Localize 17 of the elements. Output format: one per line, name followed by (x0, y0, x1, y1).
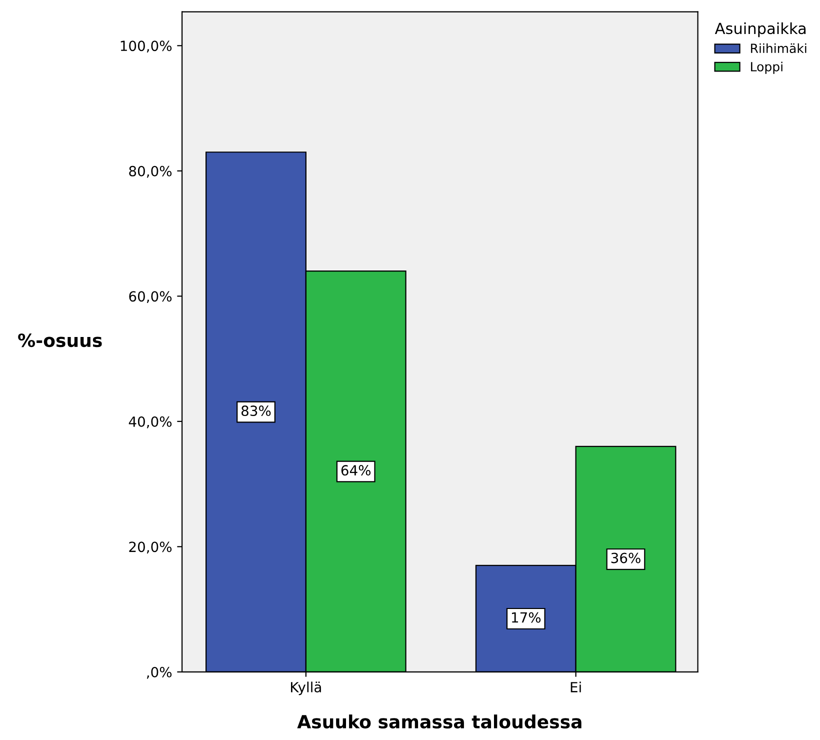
y-tick-label: 20,0% (129, 542, 172, 554)
x-axis-title: Asuuko samassa taloudessa (297, 714, 582, 729)
legend-label: Riihimäki (751, 43, 806, 54)
y-tick-label: 60,0% (129, 291, 172, 304)
data-label: 83% (242, 406, 271, 416)
y-tick-label: 100,0% (120, 40, 172, 53)
data-label: 36% (611, 552, 640, 564)
data-label: 64% (341, 465, 371, 476)
y-tick-label: ,0% (146, 666, 172, 679)
x-tick-label: Ei (570, 682, 581, 692)
legend-title: Asuinpaikka (714, 22, 806, 38)
legend-label: Loppi (751, 62, 782, 74)
y-tick-label: 80,0% (129, 166, 172, 178)
y-axis-title: %-osuus (18, 333, 102, 348)
y-tick-label: 40,0% (128, 416, 172, 428)
data-label: 17% (512, 612, 541, 623)
x-tick-label: Kyllä (291, 682, 321, 696)
